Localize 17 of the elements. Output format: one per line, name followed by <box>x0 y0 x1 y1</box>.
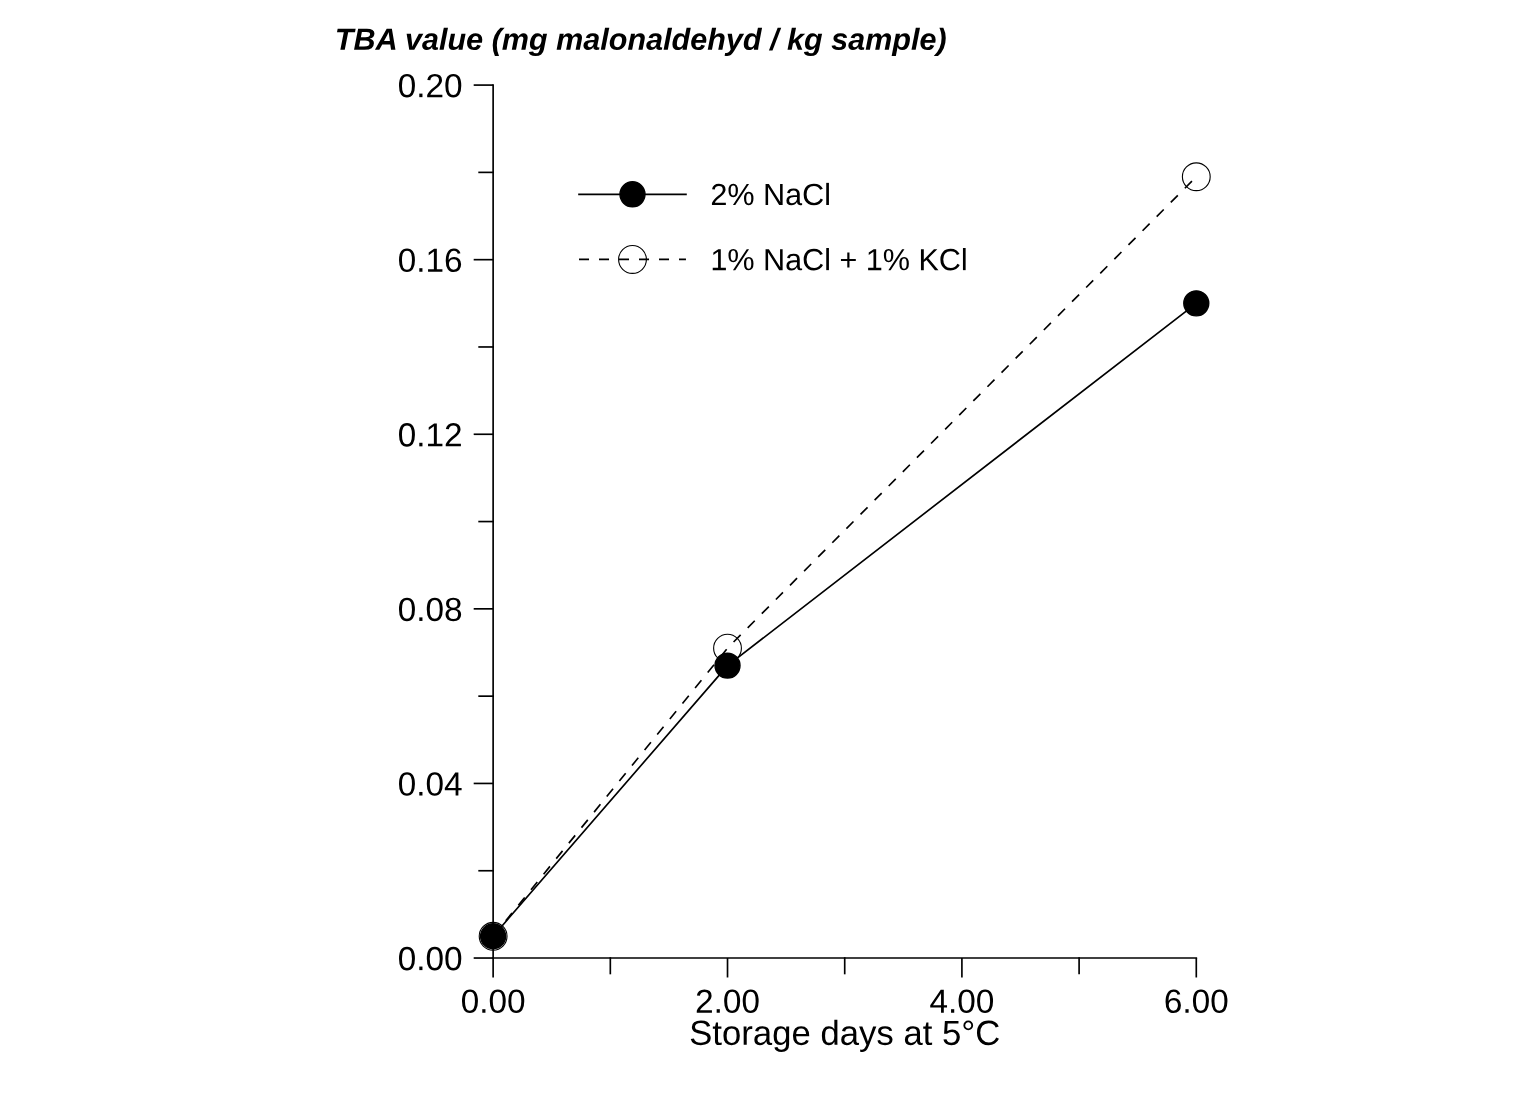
legend-label: 2% NaCl <box>711 182 829 206</box>
x-tick-label: 2.00 <box>696 989 759 1014</box>
point <box>1183 290 1210 317</box>
point <box>714 652 741 679</box>
x-axis-title: Storage days at 5°C <box>690 1019 999 1053</box>
y-tick-label: 0.20 <box>399 73 462 98</box>
y-tick-label: 0.00 <box>399 946 462 971</box>
y-axis-title: TBA value (mg malonaldehyd / kg sample) <box>337 27 946 57</box>
point <box>1181 162 1211 192</box>
legend-label: 1% NaCl + 1% KCl <box>712 248 966 271</box>
x-tick-label: 6.00 <box>1165 989 1228 1014</box>
x-tick-label: 0.00 <box>462 989 525 1014</box>
y-tick-label: 0.04 <box>399 772 462 796</box>
x-tick-label: 4.00 <box>930 989 994 1014</box>
y-tick-label: 0.16 <box>399 248 462 273</box>
y-tick-label: 0.12 <box>399 423 461 447</box>
y-tick-label: 0.08 <box>399 597 462 622</box>
